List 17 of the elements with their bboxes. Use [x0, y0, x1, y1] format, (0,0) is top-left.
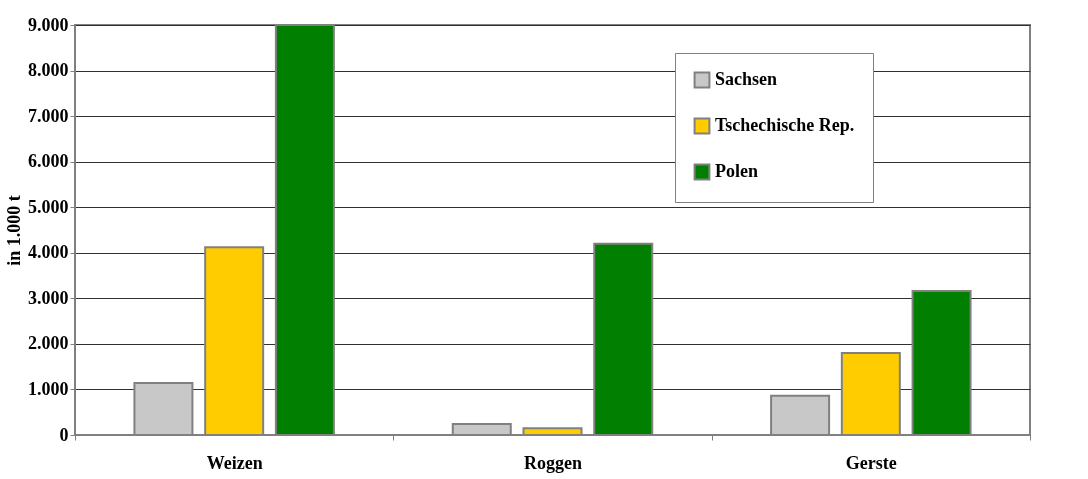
y-tick-label: 2.000 [28, 333, 69, 354]
y-tick-label: 5.000 [28, 196, 69, 217]
legend-label: Polen [715, 161, 758, 181]
y-tick-label: 6.000 [28, 151, 69, 172]
legend-label: Tschechische Rep. [715, 115, 855, 135]
x-tick-label: Weizen [206, 452, 263, 473]
y-tick-label: 8.000 [28, 60, 69, 81]
x-tick-label: Gerste [845, 452, 897, 473]
y-tick-label: 7.000 [28, 105, 69, 126]
legend-label: Sachsen [715, 69, 778, 89]
y-axis-title: in 1.000 t [4, 195, 24, 266]
y-tick-label: 1.000 [28, 378, 69, 399]
y-tick-label: 3.000 [28, 287, 69, 308]
y-tick-label: 9.000 [28, 14, 69, 35]
x-tick-label: Roggen [524, 452, 582, 473]
y-tick-label: 4.000 [28, 242, 69, 263]
y-tick-label: 0 [59, 424, 69, 445]
